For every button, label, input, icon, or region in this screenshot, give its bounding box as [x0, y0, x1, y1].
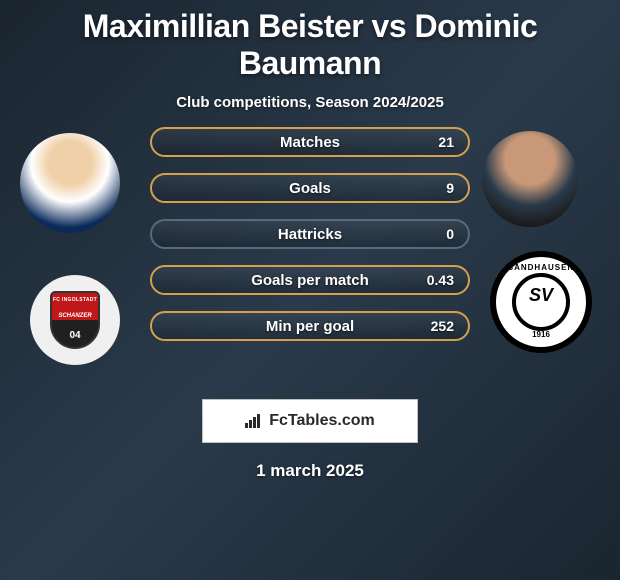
stat-value: 0: [446, 226, 454, 242]
subtitle: Club competitions, Season 2024/2025: [10, 94, 610, 111]
stat-row-matches: Matches 21: [150, 127, 470, 157]
stat-row-goals: Goals 9: [150, 173, 470, 203]
club-right-sv-text: SV: [516, 285, 566, 306]
club-left-number: 04: [52, 330, 98, 341]
club-left-mid-text: SCHANZER: [52, 313, 98, 319]
stat-label: Goals: [289, 180, 331, 197]
stat-value: 252: [431, 318, 454, 334]
page-title: Maximillian Beister vs Dominic Baumann: [10, 8, 610, 82]
date-label: 1 march 2025: [10, 461, 610, 481]
stat-value: 0.43: [427, 272, 454, 288]
stat-label: Min per goal: [266, 318, 354, 335]
club-right-inner-icon: SV: [512, 273, 570, 331]
stats-list: Matches 21 Goals 9 Hattricks 0 Goals per…: [150, 127, 470, 357]
club-left-shield-icon: FC INGOLSTADT SCHANZER 04: [50, 291, 100, 349]
stat-row-min-per-goal: Min per goal 252: [150, 311, 470, 341]
stat-label: Hattricks: [278, 226, 342, 243]
stat-value: 21: [438, 134, 454, 150]
stat-row-goals-per-match: Goals per match 0.43: [150, 265, 470, 295]
club-left-top-text: FC INGOLSTADT: [52, 297, 98, 303]
player-right-avatar: [482, 131, 578, 227]
club-right-ring-text: SANDHAUSEN: [496, 263, 586, 272]
club-right-badge: SANDHAUSEN SV 1916: [490, 251, 592, 353]
player-left-avatar: [20, 133, 120, 233]
bar-chart-icon: [245, 414, 263, 428]
infographic-container: Maximillian Beister vs Dominic Baumann C…: [0, 0, 620, 489]
stat-value: 9: [446, 180, 454, 196]
brand-box: FcTables.com: [202, 399, 418, 443]
club-right-year: 1916: [496, 330, 586, 339]
brand-text: FcTables.com: [269, 412, 375, 430]
club-left-badge: FC INGOLSTADT SCHANZER 04: [30, 275, 120, 365]
stat-label: Goals per match: [251, 272, 369, 289]
stat-label: Matches: [280, 134, 340, 151]
main-area: FC INGOLSTADT SCHANZER 04 SANDHAUSEN SV …: [10, 133, 610, 393]
stat-row-hattricks: Hattricks 0: [150, 219, 470, 249]
